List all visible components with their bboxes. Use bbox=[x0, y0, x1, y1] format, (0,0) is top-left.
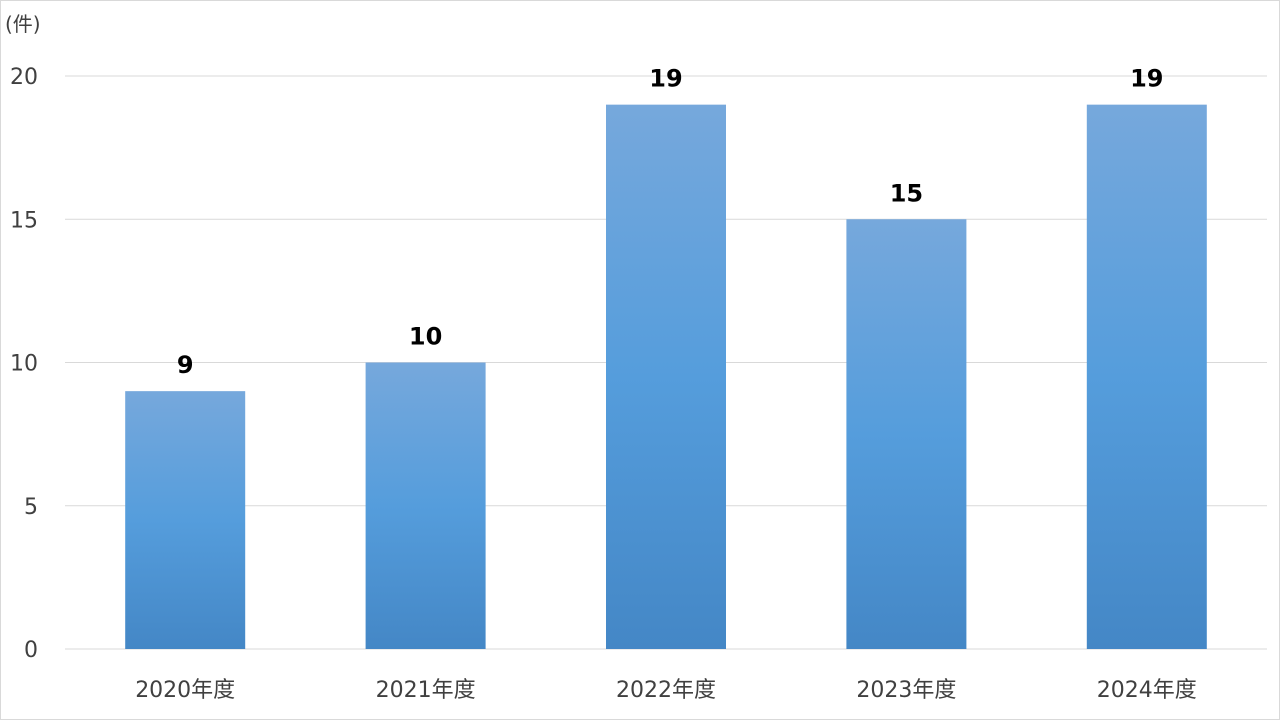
bar bbox=[606, 104, 726, 649]
y-tick-label: 20 bbox=[10, 65, 38, 90]
x-axis-labels: 2020年度 2021年度 2022年度 2023年度 2024年度 bbox=[135, 678, 1197, 703]
data-label: 15 bbox=[890, 179, 923, 207]
y-tick-label: 15 bbox=[10, 208, 38, 233]
x-category-label: 2022年度 bbox=[616, 678, 716, 703]
data-label: 9 bbox=[177, 351, 194, 379]
y-tick-label: 0 bbox=[24, 638, 38, 663]
bar bbox=[1086, 104, 1207, 649]
x-category-label: 2020年度 bbox=[135, 678, 235, 703]
bar bbox=[365, 362, 486, 649]
x-category-label: 2024年度 bbox=[1097, 678, 1197, 703]
x-category-label: 2021年度 bbox=[376, 678, 476, 703]
data-label: 19 bbox=[1130, 65, 1163, 93]
y-tick-label: 10 bbox=[10, 352, 38, 377]
y-tick-label: 5 bbox=[24, 495, 38, 520]
data-label: 19 bbox=[649, 65, 682, 93]
x-category-label: 2023年度 bbox=[856, 678, 956, 703]
bar bbox=[125, 391, 246, 649]
y-axis-ticks: 0 5 10 15 20 bbox=[10, 65, 38, 663]
data-labels: 9 10 19 15 19 bbox=[177, 65, 1164, 379]
bars bbox=[125, 104, 1207, 649]
data-label: 10 bbox=[409, 323, 442, 351]
bar bbox=[846, 219, 967, 649]
y-axis-unit-label: (件) bbox=[5, 12, 41, 36]
